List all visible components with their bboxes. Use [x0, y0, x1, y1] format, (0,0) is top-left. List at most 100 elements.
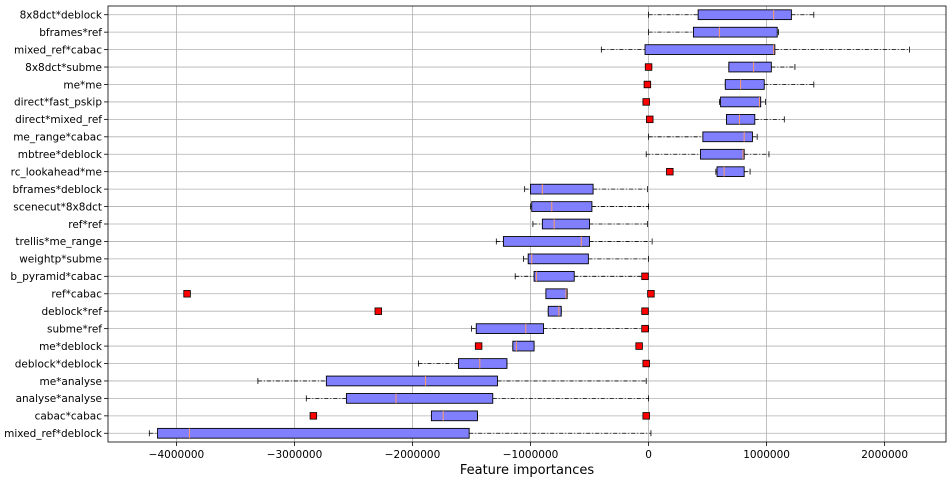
y-tick-label: direct*mixed_ref [15, 114, 102, 126]
box-iqr [527, 253, 589, 265]
flier-point [666, 167, 674, 176]
y-tick-label: analyse*analyse [16, 393, 102, 405]
box-direct*mixed_ref [646, 114, 785, 125]
y-tick-label: mixed_ref*deblock [4, 428, 103, 440]
flier-point [374, 307, 382, 315]
box-mixed_ref*cabac [600, 44, 910, 55]
box-iqr [547, 305, 562, 317]
y-tick-label: me_range*cabac [13, 132, 102, 144]
y-tick-label: bframes*ref [39, 27, 102, 39]
box-me_range*cabac [648, 131, 758, 143]
box-deblock*deblock [418, 358, 650, 369]
box-iqr [700, 148, 745, 160]
box-iqr [502, 236, 591, 247]
flier-point [641, 272, 649, 281]
flier-point [644, 63, 653, 71]
box-iqr [533, 270, 575, 282]
y-tick-label: cabac*cabac [35, 411, 103, 423]
x-axis-label: Feature importances [460, 463, 595, 478]
y-tick-label: ref*ref [68, 219, 102, 231]
y-tick-label: direct*fast_pskip [14, 97, 102, 109]
box-iqr [545, 288, 568, 300]
y-tick-label: me*me [63, 79, 102, 91]
box-scenecut*8x8dct [530, 201, 649, 212]
box-deblock*ref [374, 305, 649, 317]
box-iqr [644, 44, 776, 55]
boxes [148, 9, 910, 439]
y-tick-label: me*deblock [39, 341, 103, 353]
box-iqr [702, 131, 753, 143]
box-8x8dct*subme [644, 61, 796, 73]
x-tick-label: 2000000 [861, 449, 908, 461]
box-iqr [720, 96, 762, 108]
y-tick-label: ref*cabac [51, 289, 102, 301]
x-tick-label: −2000000 [385, 449, 441, 461]
x-axis: −4000000 −3000000 −2000000 −1000000 0 1000000… [149, 442, 908, 461]
x-tick-label: −3000000 [267, 449, 323, 461]
y-tick-label: scenecut*8x8dct [13, 201, 102, 213]
y-axis: 8x8dct*deblock bframes*ref mixed_ref*cabac… [4, 10, 108, 440]
box-rc_lookahead*me [666, 166, 751, 178]
x-tick-label: −4000000 [149, 449, 205, 461]
box-8x8dct*deblock [648, 9, 815, 21]
flier-point [641, 307, 649, 315]
box-iqr [692, 26, 778, 38]
y-tick-label: deblock*deblock [15, 358, 103, 370]
y-tick-label: me*analyse [39, 376, 102, 388]
box-iqr [430, 410, 478, 422]
box-ref*cabac [183, 288, 655, 300]
box-iqr [697, 9, 792, 21]
box-iqr [345, 393, 494, 404]
box-iqr [716, 166, 745, 178]
y-tick-label: bframes*deblock [12, 184, 102, 196]
flier-point [309, 412, 318, 420]
y-tick-label: trellis*me_range [15, 236, 102, 248]
box-iqr [726, 114, 756, 125]
box-iqr [724, 79, 765, 90]
box-me*deblock [474, 340, 643, 352]
y-tick-label: subme*ref [47, 323, 102, 335]
flier-point [647, 290, 655, 298]
box-bframes*ref [648, 26, 779, 38]
box-weightp*subme [523, 253, 649, 265]
box-mbtree*deblock [645, 148, 770, 160]
box-analyse*analyse [305, 393, 649, 404]
flier-point [642, 359, 650, 368]
box-cabac*cabac [309, 410, 650, 422]
x-tick-label: 1000000 [743, 449, 790, 461]
flier-point [643, 80, 652, 89]
box-subme*ref [471, 323, 649, 334]
box-direct*fast_pskip [642, 96, 766, 108]
box-iqr [458, 358, 508, 369]
box-bframes*deblock [524, 183, 648, 195]
box-iqr [325, 375, 498, 387]
flier-point [635, 342, 643, 350]
flier-point [642, 98, 650, 106]
x-tick-label: −1000000 [503, 449, 559, 461]
y-tick-label: mbtree*deblock [18, 149, 103, 161]
flier-point [474, 342, 483, 350]
y-tick-label: 8x8dct*deblock [20, 10, 103, 22]
box-me*analyse [257, 375, 647, 387]
box-iqr [475, 323, 544, 334]
y-tick-label: rc_lookahead*me [11, 166, 102, 178]
box-ref*ref [532, 218, 648, 230]
y-tick-label: deblock*ref [42, 306, 103, 318]
flier-point [641, 324, 649, 333]
flier-point [642, 412, 650, 420]
y-tick-label: mixed_ref*cabac [14, 44, 102, 56]
y-tick-label: b_pyramid*cabac [10, 271, 102, 283]
flier-point [183, 290, 191, 298]
box-iqr [157, 427, 470, 439]
box-iqr [541, 218, 591, 230]
y-tick-label: weightp*subme [19, 254, 102, 266]
box-b_pyramid*cabac [514, 270, 649, 282]
box-me*me [643, 79, 815, 90]
box-trellis*me_range [495, 236, 653, 247]
x-tick-label: 0 [645, 449, 652, 461]
box-iqr [512, 340, 535, 352]
box-iqr [531, 201, 593, 212]
box-iqr [530, 183, 594, 195]
flier-point [646, 115, 654, 124]
